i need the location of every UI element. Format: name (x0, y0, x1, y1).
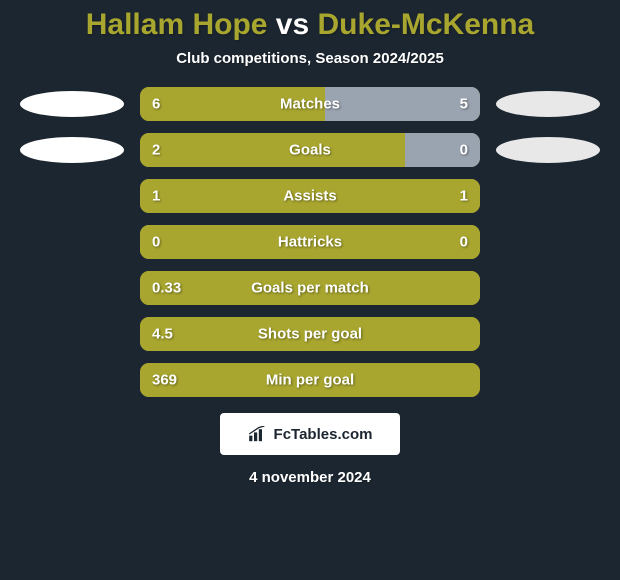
oval-spacer (496, 229, 600, 255)
subtitle: Club competitions, Season 2024/2025 (0, 50, 620, 67)
oval-spacer (496, 183, 600, 209)
stat-rows: 6 Matches 5 2 Goals 0 1 Assists 1 0 Hattricks 0 0.33… (0, 87, 620, 397)
stat-left-value: 2 (152, 142, 160, 159)
oval-spacer (20, 229, 124, 255)
oval-spacer (20, 367, 124, 393)
stat-bar: 0 Hattricks 0 (140, 225, 480, 259)
stat-bar: 4.5 Shots per goal (140, 317, 480, 351)
bar-right-fill (325, 87, 480, 121)
chart-icon (248, 426, 268, 442)
comparison-infographic: Hallam Hope vs Duke-McKenna Club competi… (0, 0, 620, 580)
stat-bar: 6 Matches 5 (140, 87, 480, 121)
stat-metric-label: Min per goal (266, 372, 354, 389)
page-title: Hallam Hope vs Duke-McKenna (0, 8, 620, 42)
bar-right-fill (405, 133, 480, 167)
stat-metric-label: Goals (289, 142, 331, 159)
stat-row: 6 Matches 5 (0, 87, 620, 121)
stat-left-value: 0 (152, 234, 160, 251)
stat-left-value: 1 (152, 188, 160, 205)
player-right-name: Duke-McKenna (318, 8, 535, 41)
stat-row: 0 Hattricks 0 (0, 225, 620, 259)
player-right-oval (496, 91, 600, 117)
oval-spacer (496, 275, 600, 301)
stat-row: 369 Min per goal (0, 363, 620, 397)
oval-spacer (496, 367, 600, 393)
stat-metric-label: Hattricks (278, 234, 342, 251)
player-right-oval (496, 137, 600, 163)
bar-left-fill (140, 133, 405, 167)
stat-left-value: 369 (152, 372, 177, 389)
stat-metric-label: Matches (280, 96, 340, 113)
player-left-name: Hallam Hope (86, 8, 268, 41)
stat-metric-label: Goals per match (251, 280, 369, 297)
stat-right-value: 0 (460, 142, 468, 159)
player-left-oval (20, 137, 124, 163)
stat-left-value: 4.5 (152, 326, 173, 343)
stat-right-value: 5 (460, 96, 468, 113)
stat-row: 0.33 Goals per match (0, 271, 620, 305)
attribution-badge: FcTables.com (220, 413, 400, 455)
stat-bar: 0.33 Goals per match (140, 271, 480, 305)
attribution-text: FcTables.com (274, 426, 373, 443)
oval-spacer (20, 275, 124, 301)
stat-row: 4.5 Shots per goal (0, 317, 620, 351)
stat-bar: 369 Min per goal (140, 363, 480, 397)
stat-left-value: 6 (152, 96, 160, 113)
stat-row: 2 Goals 0 (0, 133, 620, 167)
player-left-oval (20, 91, 124, 117)
oval-spacer (20, 183, 124, 209)
date-label: 4 november 2024 (0, 469, 620, 486)
stat-metric-label: Shots per goal (258, 326, 362, 343)
stat-left-value: 0.33 (152, 280, 181, 297)
vs-separator: vs (267, 8, 317, 41)
stat-bar: 2 Goals 0 (140, 133, 480, 167)
oval-spacer (20, 321, 124, 347)
stat-bar: 1 Assists 1 (140, 179, 480, 213)
stat-row: 1 Assists 1 (0, 179, 620, 213)
stat-right-value: 0 (460, 234, 468, 251)
stat-metric-label: Assists (283, 188, 336, 205)
stat-right-value: 1 (460, 188, 468, 205)
oval-spacer (496, 321, 600, 347)
